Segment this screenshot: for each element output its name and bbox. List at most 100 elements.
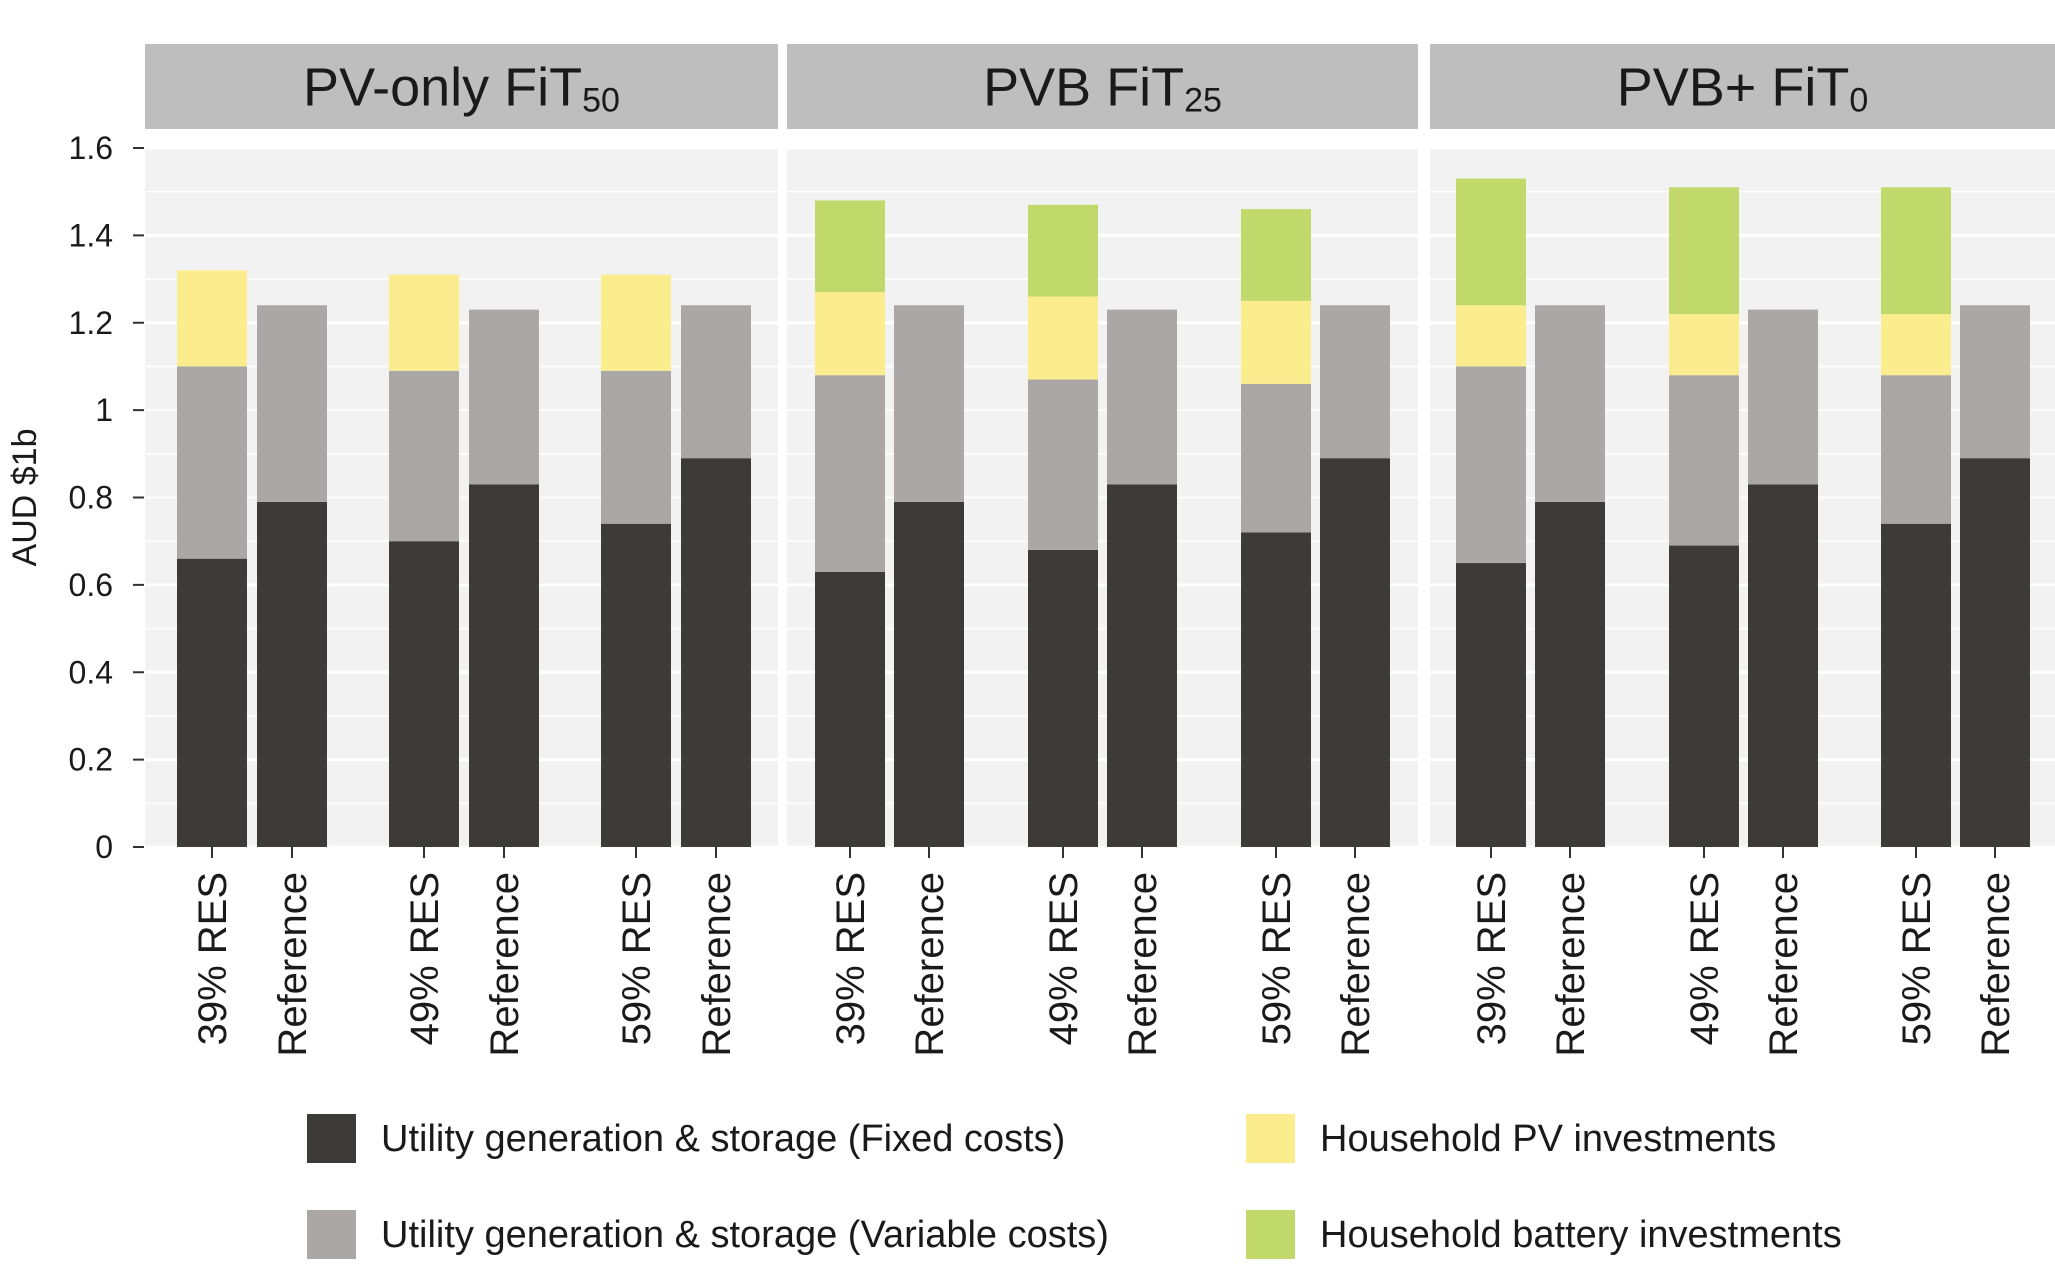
facet-panel: PV-only FiT50 39% RES Reference 49% RES Refe… bbox=[145, 44, 778, 1057]
legend-item-variable: Utility generation & storage (Variable c… bbox=[307, 1210, 1109, 1259]
bar-segment-fixed bbox=[389, 541, 459, 847]
x-category-label: Reference bbox=[271, 872, 315, 1057]
bar-segment-fixed bbox=[1535, 501, 1605, 847]
y-tick-label: 1.2 bbox=[69, 305, 113, 341]
bar-segment-pv bbox=[1028, 296, 1098, 380]
facet-title-subscript: 25 bbox=[1184, 82, 1222, 120]
y-axis-title: AUD $1b bbox=[6, 429, 44, 567]
bar-stack bbox=[1881, 187, 1951, 847]
bar-segment-pv bbox=[601, 274, 671, 371]
bar-segment-pv bbox=[1456, 305, 1526, 367]
bar-stack bbox=[815, 200, 885, 847]
bar-segment-variable bbox=[1241, 383, 1311, 533]
bar-stack bbox=[601, 274, 671, 847]
bar-stack bbox=[681, 305, 751, 847]
bar-segment-variable bbox=[1028, 379, 1098, 550]
x-category-label: Reference bbox=[1334, 872, 1378, 1057]
bar-segment-variable bbox=[601, 370, 671, 524]
bar-segment-variable bbox=[177, 366, 247, 559]
bar-segment-pv bbox=[815, 292, 885, 376]
bar-segment-variable bbox=[1881, 375, 1951, 524]
legend-label: Utility generation & storage (Fixed cost… bbox=[381, 1118, 1065, 1160]
y-tick-label: 0.2 bbox=[69, 742, 113, 778]
bar-stack bbox=[1241, 209, 1311, 847]
bar-segment-battery bbox=[1881, 187, 1951, 315]
y-tick-label: 0.8 bbox=[69, 480, 113, 516]
bar-segment-variable bbox=[389, 370, 459, 542]
bar-segment-fixed bbox=[177, 558, 247, 847]
bar-stack bbox=[1535, 305, 1605, 847]
legend: Utility generation & storage (Fixed cost… bbox=[307, 1114, 1842, 1259]
bar-stack bbox=[1320, 305, 1390, 847]
bar-stack bbox=[389, 274, 459, 847]
bar-stack bbox=[894, 305, 964, 847]
y-tick-label: 1 bbox=[95, 392, 113, 428]
legend-swatch bbox=[307, 1114, 356, 1163]
x-category-label: 49% RES bbox=[1683, 872, 1727, 1045]
bar-segment-variable bbox=[469, 309, 539, 485]
bar-segment-fixed bbox=[815, 571, 885, 847]
x-category-label: 39% RES bbox=[191, 872, 235, 1045]
legend-swatch bbox=[307, 1210, 356, 1259]
x-category-label: 49% RES bbox=[1042, 872, 1086, 1045]
bar-stack bbox=[1028, 204, 1098, 847]
x-category-label: Reference bbox=[1974, 872, 2018, 1057]
bar-segment-pv bbox=[1881, 314, 1951, 376]
x-category-label: 59% RES bbox=[1895, 872, 1939, 1045]
bar-stack bbox=[1669, 187, 1739, 847]
legend-item-battery: Household battery investments bbox=[1246, 1210, 1842, 1259]
bar-segment-battery bbox=[1669, 187, 1739, 315]
facet-title: PV-only FiT50 bbox=[303, 58, 620, 120]
bar-segment-pv bbox=[1669, 314, 1739, 376]
bar-stack bbox=[469, 309, 539, 847]
bar-segment-variable bbox=[1535, 305, 1605, 502]
bar-segment-battery bbox=[1028, 204, 1098, 297]
facet-title-subscript: 0 bbox=[1849, 82, 1868, 120]
bar-segment-fixed bbox=[1669, 545, 1739, 847]
bar-stack bbox=[257, 305, 327, 847]
bar-segment-fixed bbox=[1748, 484, 1818, 847]
bar-segment-fixed bbox=[1028, 549, 1098, 847]
facet-strip bbox=[145, 44, 778, 129]
bar-stack bbox=[1748, 309, 1818, 847]
facet-panel: PVB FiT25 39% RES Reference 49% RES Referenc… bbox=[787, 44, 1418, 1057]
x-category-label: Reference bbox=[1549, 872, 1593, 1057]
facet-title: PVB FiT25 bbox=[983, 58, 1222, 120]
x-category-label: 49% RES bbox=[403, 872, 447, 1045]
facet-strip bbox=[787, 44, 1418, 129]
y-tick-label: 1.4 bbox=[69, 217, 113, 253]
bar-segment-fixed bbox=[601, 523, 671, 847]
x-category-label: Reference bbox=[1762, 872, 1806, 1057]
bar-stack bbox=[1107, 309, 1177, 847]
x-category-label: Reference bbox=[483, 872, 527, 1057]
bar-segment-variable bbox=[1107, 309, 1177, 485]
bar-segment-variable bbox=[1748, 309, 1818, 485]
y-tick-label: 0.4 bbox=[69, 654, 113, 690]
bar-segment-pv bbox=[177, 270, 247, 367]
legend-label: Household PV investments bbox=[1320, 1118, 1776, 1160]
bar-segment-fixed bbox=[469, 484, 539, 847]
bar-segment-pv bbox=[1241, 300, 1311, 384]
x-category-label: 59% RES bbox=[1255, 872, 1299, 1045]
bar-segment-variable bbox=[815, 375, 885, 572]
bar-segment-pv bbox=[389, 274, 459, 371]
facet-panel: PVB+ FiT0 39% RES Reference 49% RES Referenc… bbox=[1430, 44, 2055, 1057]
bar-segment-fixed bbox=[1107, 484, 1177, 847]
bar-segment-variable bbox=[1456, 366, 1526, 564]
bar-segment-variable bbox=[894, 305, 964, 502]
bar-stack bbox=[1960, 305, 2030, 847]
legend-swatch bbox=[1246, 1114, 1295, 1163]
legend-swatch bbox=[1246, 1210, 1295, 1259]
x-category-label: Reference bbox=[1121, 872, 1165, 1057]
x-category-label: 39% RES bbox=[1470, 872, 1514, 1045]
y-tick-label: 0 bbox=[95, 829, 113, 865]
bar-segment-variable bbox=[1960, 305, 2030, 459]
legend-item-fixed: Utility generation & storage (Fixed cost… bbox=[307, 1114, 1065, 1163]
bar-segment-variable bbox=[1320, 305, 1390, 459]
x-category-label: 39% RES bbox=[829, 872, 873, 1045]
bar-segment-fixed bbox=[257, 501, 327, 847]
x-category-label: 59% RES bbox=[615, 872, 659, 1045]
bar-segment-variable bbox=[1669, 375, 1739, 546]
facet-strip bbox=[1430, 44, 2055, 129]
